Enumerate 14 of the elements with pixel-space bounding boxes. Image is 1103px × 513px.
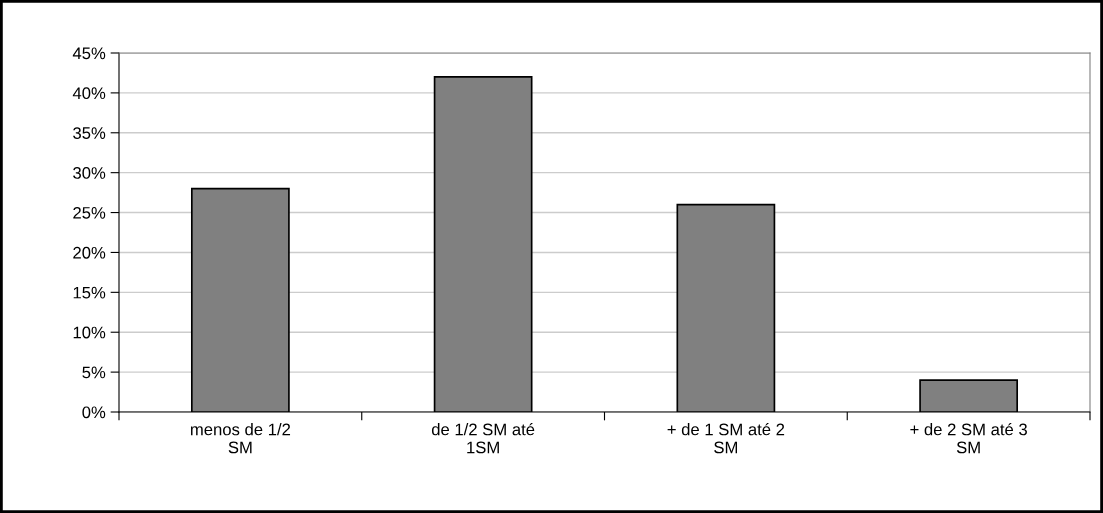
y-tick-label: 20% <box>73 246 106 259</box>
y-tick-label: 15% <box>73 286 106 299</box>
y-tick-label: 45% <box>72 47 106 60</box>
y-tick-label: 25% <box>73 206 106 219</box>
y-tick-label: 0% <box>82 406 106 419</box>
y-tick-label: 10% <box>73 326 106 339</box>
x-tick-label: + de 1 SM até 2 SM <box>667 422 785 454</box>
x-tick-label: de 1/2 SM até 1SM <box>431 422 535 454</box>
x-tick-label: + de 2 SM até 3 SM <box>910 422 1027 454</box>
x-tick-label: menos de 1/2 SM <box>190 423 291 454</box>
y-tick-label: 30% <box>73 167 106 179</box>
y-tick-label: 5% <box>82 366 106 379</box>
y-tick-label: 35% <box>73 127 106 139</box>
y-tick-label: 40% <box>72 87 106 100</box>
